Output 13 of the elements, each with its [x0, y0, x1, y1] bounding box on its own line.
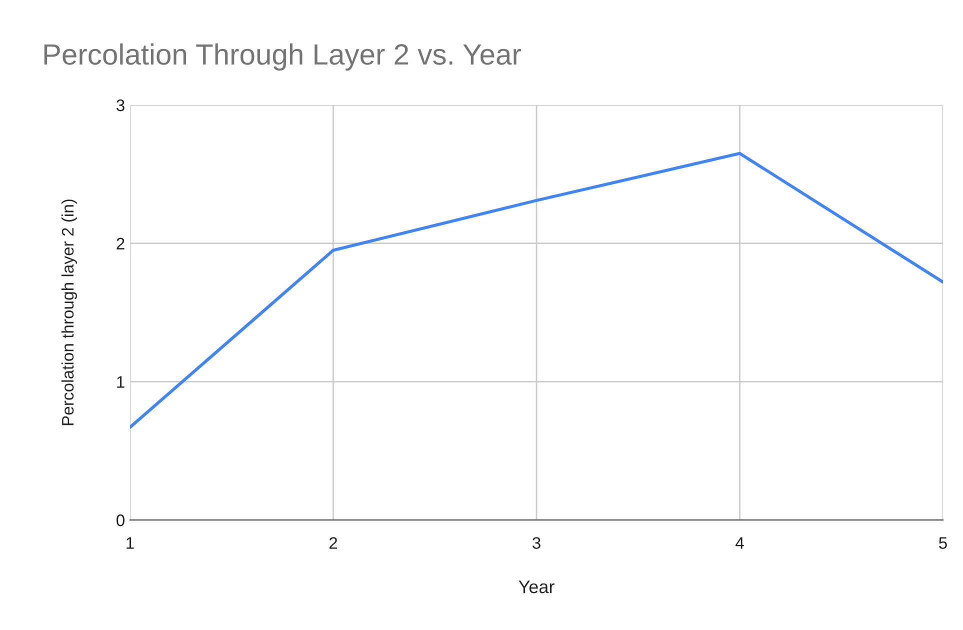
- y-tick-label: 1: [117, 376, 124, 388]
- x-tick-label: 1: [126, 537, 134, 549]
- y-tick-label: 3: [116, 99, 124, 112]
- x-tick-label: 2: [329, 537, 338, 549]
- x-axis-title: Year: [518, 580, 554, 594]
- chart-title: Percolation Through Layer 2 vs. Year: [44, 43, 521, 71]
- x-tick-label: 4: [736, 537, 744, 549]
- y-tick-label: 2: [116, 238, 124, 250]
- y-tick-label: 0: [116, 514, 124, 526]
- line-series: [130, 152, 943, 429]
- x-tick-label: 3: [532, 537, 540, 549]
- y-axis-title: Percolation through layer 2 (in): [61, 200, 77, 426]
- x-tick-label: 5: [939, 537, 947, 549]
